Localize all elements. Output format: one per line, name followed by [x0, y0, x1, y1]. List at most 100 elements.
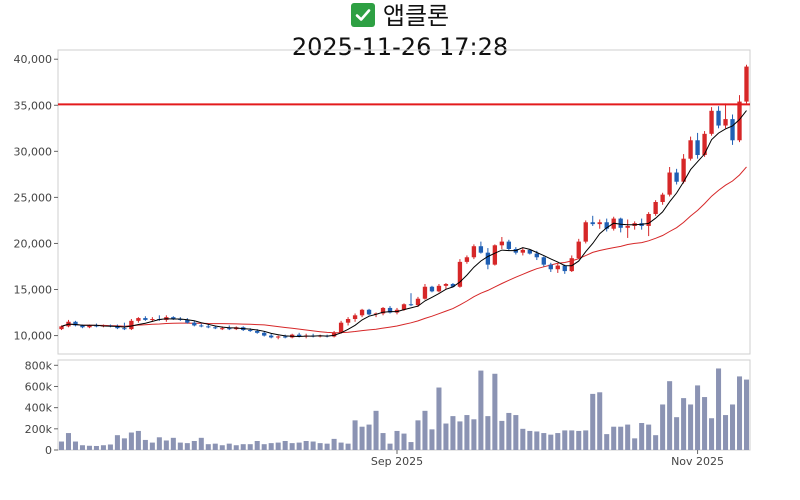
- volume-bar: [170, 437, 176, 450]
- volume-tick-label: 600k: [25, 380, 53, 393]
- volume-bar: [212, 443, 218, 450]
- candle-body: [443, 283, 449, 286]
- x-tick-label: Sep 2025: [371, 455, 423, 468]
- chart-datetime: 2025-11-26 17:28: [291, 33, 509, 61]
- candle-body: [555, 265, 560, 270]
- candle-body: [674, 172, 679, 182]
- volume-bar: [191, 441, 197, 450]
- volume-bar: [247, 444, 253, 450]
- candle-body: [227, 328, 232, 330]
- candle-body: [604, 222, 609, 229]
- price-panel-frame: [57, 49, 751, 355]
- volume-bar: [401, 433, 407, 450]
- candle-body: [569, 258, 574, 272]
- volume-bar: [233, 445, 239, 450]
- candle-body: [150, 318, 155, 320]
- volume-bar: [268, 443, 274, 450]
- candle-body: [436, 285, 442, 292]
- candle-body: [213, 327, 218, 329]
- volume-bar: [310, 441, 316, 450]
- candle-body: [338, 322, 344, 333]
- candle-body: [136, 318, 141, 321]
- candle-body: [485, 252, 491, 265]
- volume-bar: [513, 415, 519, 450]
- candle-body: [401, 304, 407, 310]
- volume-bar: [702, 397, 708, 450]
- volume-bar: [338, 442, 344, 450]
- volume-bar: [296, 442, 302, 450]
- candle-body: [59, 326, 64, 330]
- volume-bar: [387, 443, 393, 450]
- moving-average-short-line: [61, 110, 747, 338]
- volume-bar: [415, 420, 421, 450]
- candle-body: [269, 335, 274, 338]
- volume-bar: [394, 430, 400, 450]
- volume-bar: [485, 416, 491, 450]
- volume-bar: [499, 420, 505, 450]
- volume-bar: [65, 433, 72, 450]
- volume-bar: [240, 444, 246, 450]
- candle-body: [192, 322, 197, 326]
- candle-body: [296, 334, 302, 337]
- candle-body: [499, 241, 505, 246]
- volume-panel: 0 200k 400k 600k 800k: [25, 359, 751, 457]
- candle-body: [653, 202, 658, 214]
- candle-body: [506, 241, 512, 249]
- volume-bar: [121, 438, 127, 450]
- x-axis: Sep 2025 Nov 2025: [371, 450, 724, 468]
- candle-body: [366, 309, 372, 315]
- candle-body: [583, 222, 588, 242]
- volume-bar: [380, 433, 386, 450]
- candle-body: [359, 309, 365, 316]
- volume-bar: [156, 437, 162, 450]
- candle-body: [422, 286, 428, 299]
- volume-bar: [639, 423, 645, 450]
- volume-bar: [282, 441, 288, 450]
- volume-bar: [681, 398, 687, 450]
- candle-body: [702, 133, 707, 156]
- candle-body: [716, 110, 721, 126]
- volume-bar: [471, 419, 477, 450]
- volume-bar: [58, 441, 65, 450]
- candle-body: [415, 298, 421, 306]
- volume-bar: [583, 430, 589, 450]
- volume-bar: [142, 439, 148, 450]
- volume-bar: [114, 435, 120, 450]
- volume-bar: [352, 420, 358, 450]
- candle-body: [618, 218, 623, 228]
- candle-body: [478, 246, 484, 253]
- volume-bar: [527, 430, 533, 450]
- candle-body: [171, 317, 176, 319]
- volume-bar: [177, 442, 183, 450]
- candle-body: [527, 249, 532, 254]
- volume-bar: [373, 410, 379, 450]
- candle-body: [625, 225, 630, 228]
- candle-body: [562, 265, 567, 272]
- volume-bar: [736, 376, 743, 450]
- candle-body: [387, 307, 393, 313]
- candle-body: [73, 321, 78, 326]
- volume-bar: [324, 443, 330, 450]
- volume-bar: [100, 445, 106, 450]
- volume-bar: [422, 410, 428, 450]
- volume-bar: [198, 437, 204, 450]
- volume-bar: [443, 423, 449, 450]
- candle-body: [576, 241, 581, 259]
- volume-bar: [548, 434, 554, 450]
- volume-bar: [436, 387, 442, 450]
- volume-bar: [506, 412, 512, 450]
- volume-bar: [275, 442, 281, 450]
- volume-tick-label: 800k: [25, 359, 53, 372]
- moving-average-long-line: [61, 166, 747, 334]
- candle-body: [457, 261, 463, 287]
- candle-body: [744, 66, 749, 102]
- volume-bar: [317, 443, 323, 450]
- volume-bar: [478, 370, 484, 450]
- volume-bar: [730, 404, 736, 450]
- candle-body: [143, 318, 148, 320]
- volume-bar: [632, 438, 638, 450]
- price-panel: 10,000 15,000 20,000 25,000 30,000 35,000 40,0…: [14, 49, 751, 355]
- volume-bar: [331, 438, 337, 450]
- candle-body: [681, 158, 686, 182]
